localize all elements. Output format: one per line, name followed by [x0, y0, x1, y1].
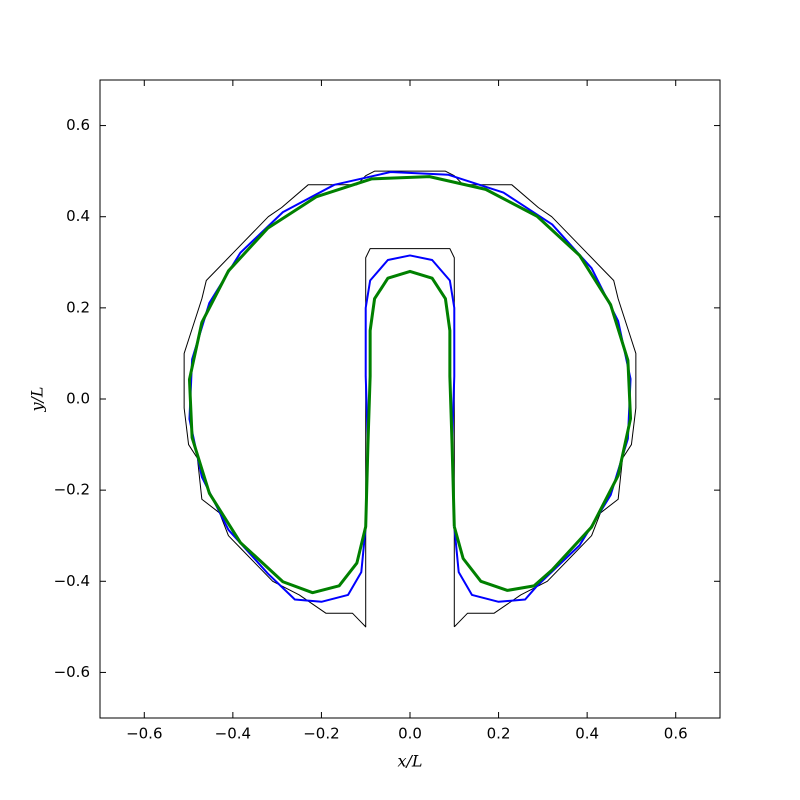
x-tick-label: 0.4 [575, 725, 599, 743]
x-tick-label: −0.4 [215, 725, 251, 743]
y-tick-label: −0.6 [54, 663, 90, 681]
y-tick-label: 0.2 [66, 298, 90, 316]
data-line [187, 175, 633, 595]
x-tick-label: 0.6 [664, 725, 688, 743]
x-tick-label: −0.6 [126, 725, 162, 743]
data-line [188, 171, 632, 603]
plot-frame [99, 79, 721, 719]
data-line [183, 170, 637, 628]
x-tick-label: 0.2 [487, 725, 511, 743]
y-tick-label: −0.2 [54, 481, 90, 499]
y-tick-label: 0.4 [66, 207, 90, 225]
x-tick-label: −0.2 [303, 725, 339, 743]
y-tick-label: 0.0 [66, 390, 90, 408]
x-tick-label: 0.0 [398, 725, 422, 743]
y-tick-label: −0.4 [54, 572, 90, 590]
y-tick-label: 0.6 [66, 116, 90, 134]
x-axis-label: x/L [397, 752, 422, 771]
y-axis-label: y/L [28, 386, 47, 412]
